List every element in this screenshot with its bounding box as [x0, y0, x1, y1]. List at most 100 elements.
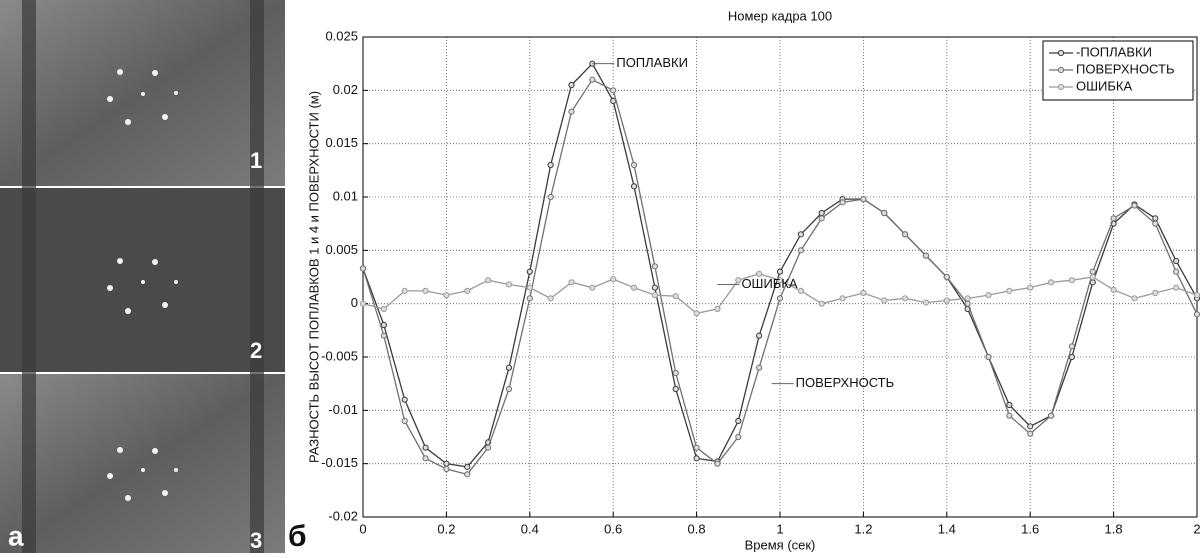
- point: [610, 87, 617, 94]
- x-tick-label: 1.6: [1021, 521, 1039, 536]
- panel-label: 2: [250, 338, 262, 363]
- x-tick-label: 2: [1193, 521, 1200, 536]
- point: [359, 265, 367, 272]
- legend-label: ОШИБКА: [1076, 78, 1132, 93]
- point: [1027, 284, 1034, 291]
- point: [610, 276, 617, 283]
- legend-label: ПОВЕРХНОСТЬ: [1076, 61, 1174, 76]
- x-tick-label: 1.2: [854, 521, 872, 536]
- point: [526, 268, 533, 275]
- y-tick-label: 0.005: [325, 242, 358, 257]
- legend-marker: [1057, 83, 1065, 91]
- legend-label: -ПОПЛАВКИ: [1076, 44, 1152, 59]
- point: [1027, 430, 1034, 437]
- point: [401, 287, 408, 294]
- point: [797, 247, 804, 254]
- point: [756, 332, 763, 339]
- point: [756, 364, 763, 371]
- point: [526, 284, 533, 291]
- point: [1089, 268, 1096, 275]
- point: [756, 270, 763, 277]
- y-tick-label: -0.005: [321, 348, 358, 363]
- point: [881, 297, 888, 304]
- point: [568, 279, 575, 286]
- point: [630, 284, 638, 291]
- y-axis-label: РАЗНОСТЬ ВЫСОТ ПОПЛАВКОВ 1 и 4 и ПОВЕРХН…: [306, 91, 321, 463]
- point: [693, 310, 700, 317]
- point: [839, 295, 846, 302]
- y-tick-label: 0.025: [325, 28, 358, 43]
- chart-title: Номер кадра 100: [728, 8, 832, 23]
- point: [526, 295, 533, 302]
- point: [380, 305, 387, 313]
- x-tick-label: 0.4: [521, 521, 539, 536]
- point: [464, 463, 471, 470]
- point: [735, 433, 742, 441]
- panel-label: 1: [250, 148, 262, 173]
- point: [1006, 401, 1013, 409]
- point: [818, 300, 825, 307]
- point: [839, 199, 846, 206]
- point: [1193, 292, 1201, 299]
- point: [860, 196, 867, 203]
- point: [1047, 412, 1055, 419]
- x-tick-label: 0.8: [688, 521, 706, 536]
- point: [1110, 286, 1117, 293]
- point: [964, 295, 971, 302]
- point: [1068, 343, 1076, 350]
- legend-marker: [1057, 49, 1065, 57]
- x-tick-label: 0.6: [604, 521, 622, 536]
- point: [443, 465, 450, 473]
- annotation: ПОВЕРХНОСТЬ: [796, 375, 894, 390]
- point: [672, 369, 679, 377]
- point: [1068, 353, 1076, 361]
- point: [818, 209, 825, 217]
- point: [881, 209, 888, 217]
- plot-frame: [362, 36, 1198, 518]
- point: [860, 289, 867, 297]
- point: [797, 231, 804, 238]
- photo: [0, 188, 285, 372]
- point: [797, 287, 804, 294]
- point: [672, 293, 679, 300]
- point: [505, 385, 513, 393]
- point: [1152, 289, 1159, 297]
- y-tick-label: 0: [351, 295, 358, 310]
- point: [922, 252, 930, 259]
- point: [714, 305, 721, 313]
- point: [464, 471, 471, 478]
- y-tick-label: 0.01: [333, 188, 358, 203]
- point: [589, 76, 596, 83]
- point: [1047, 279, 1055, 286]
- point: [943, 273, 950, 281]
- point: [922, 299, 930, 306]
- panel-label: 3: [250, 528, 262, 553]
- point: [1152, 220, 1159, 227]
- point: [547, 193, 554, 201]
- point: [964, 300, 971, 307]
- point: [443, 292, 450, 299]
- y-tick-label: 0.02: [333, 82, 358, 97]
- legend-marker: [1057, 66, 1065, 74]
- x-axis-label: Время (сек): [745, 537, 816, 552]
- point: [1131, 295, 1138, 302]
- point: [422, 287, 429, 294]
- x-tick-label: 1.8: [1105, 521, 1123, 536]
- y-tick-label: 0.015: [325, 135, 358, 150]
- point: [1152, 215, 1159, 222]
- point: [1110, 215, 1117, 222]
- point: [630, 183, 638, 190]
- post: [22, 0, 36, 553]
- panel-label: б: [288, 520, 307, 553]
- x-tick-label: 1: [776, 521, 783, 536]
- x-tick-label: 0.2: [437, 521, 455, 536]
- point: [651, 284, 659, 291]
- point: [1173, 257, 1180, 265]
- point: [672, 385, 679, 393]
- point: [401, 396, 408, 403]
- point: [1006, 287, 1013, 294]
- point: [735, 417, 742, 425]
- point: [485, 444, 492, 451]
- y-tick-label: -0.015: [321, 455, 358, 470]
